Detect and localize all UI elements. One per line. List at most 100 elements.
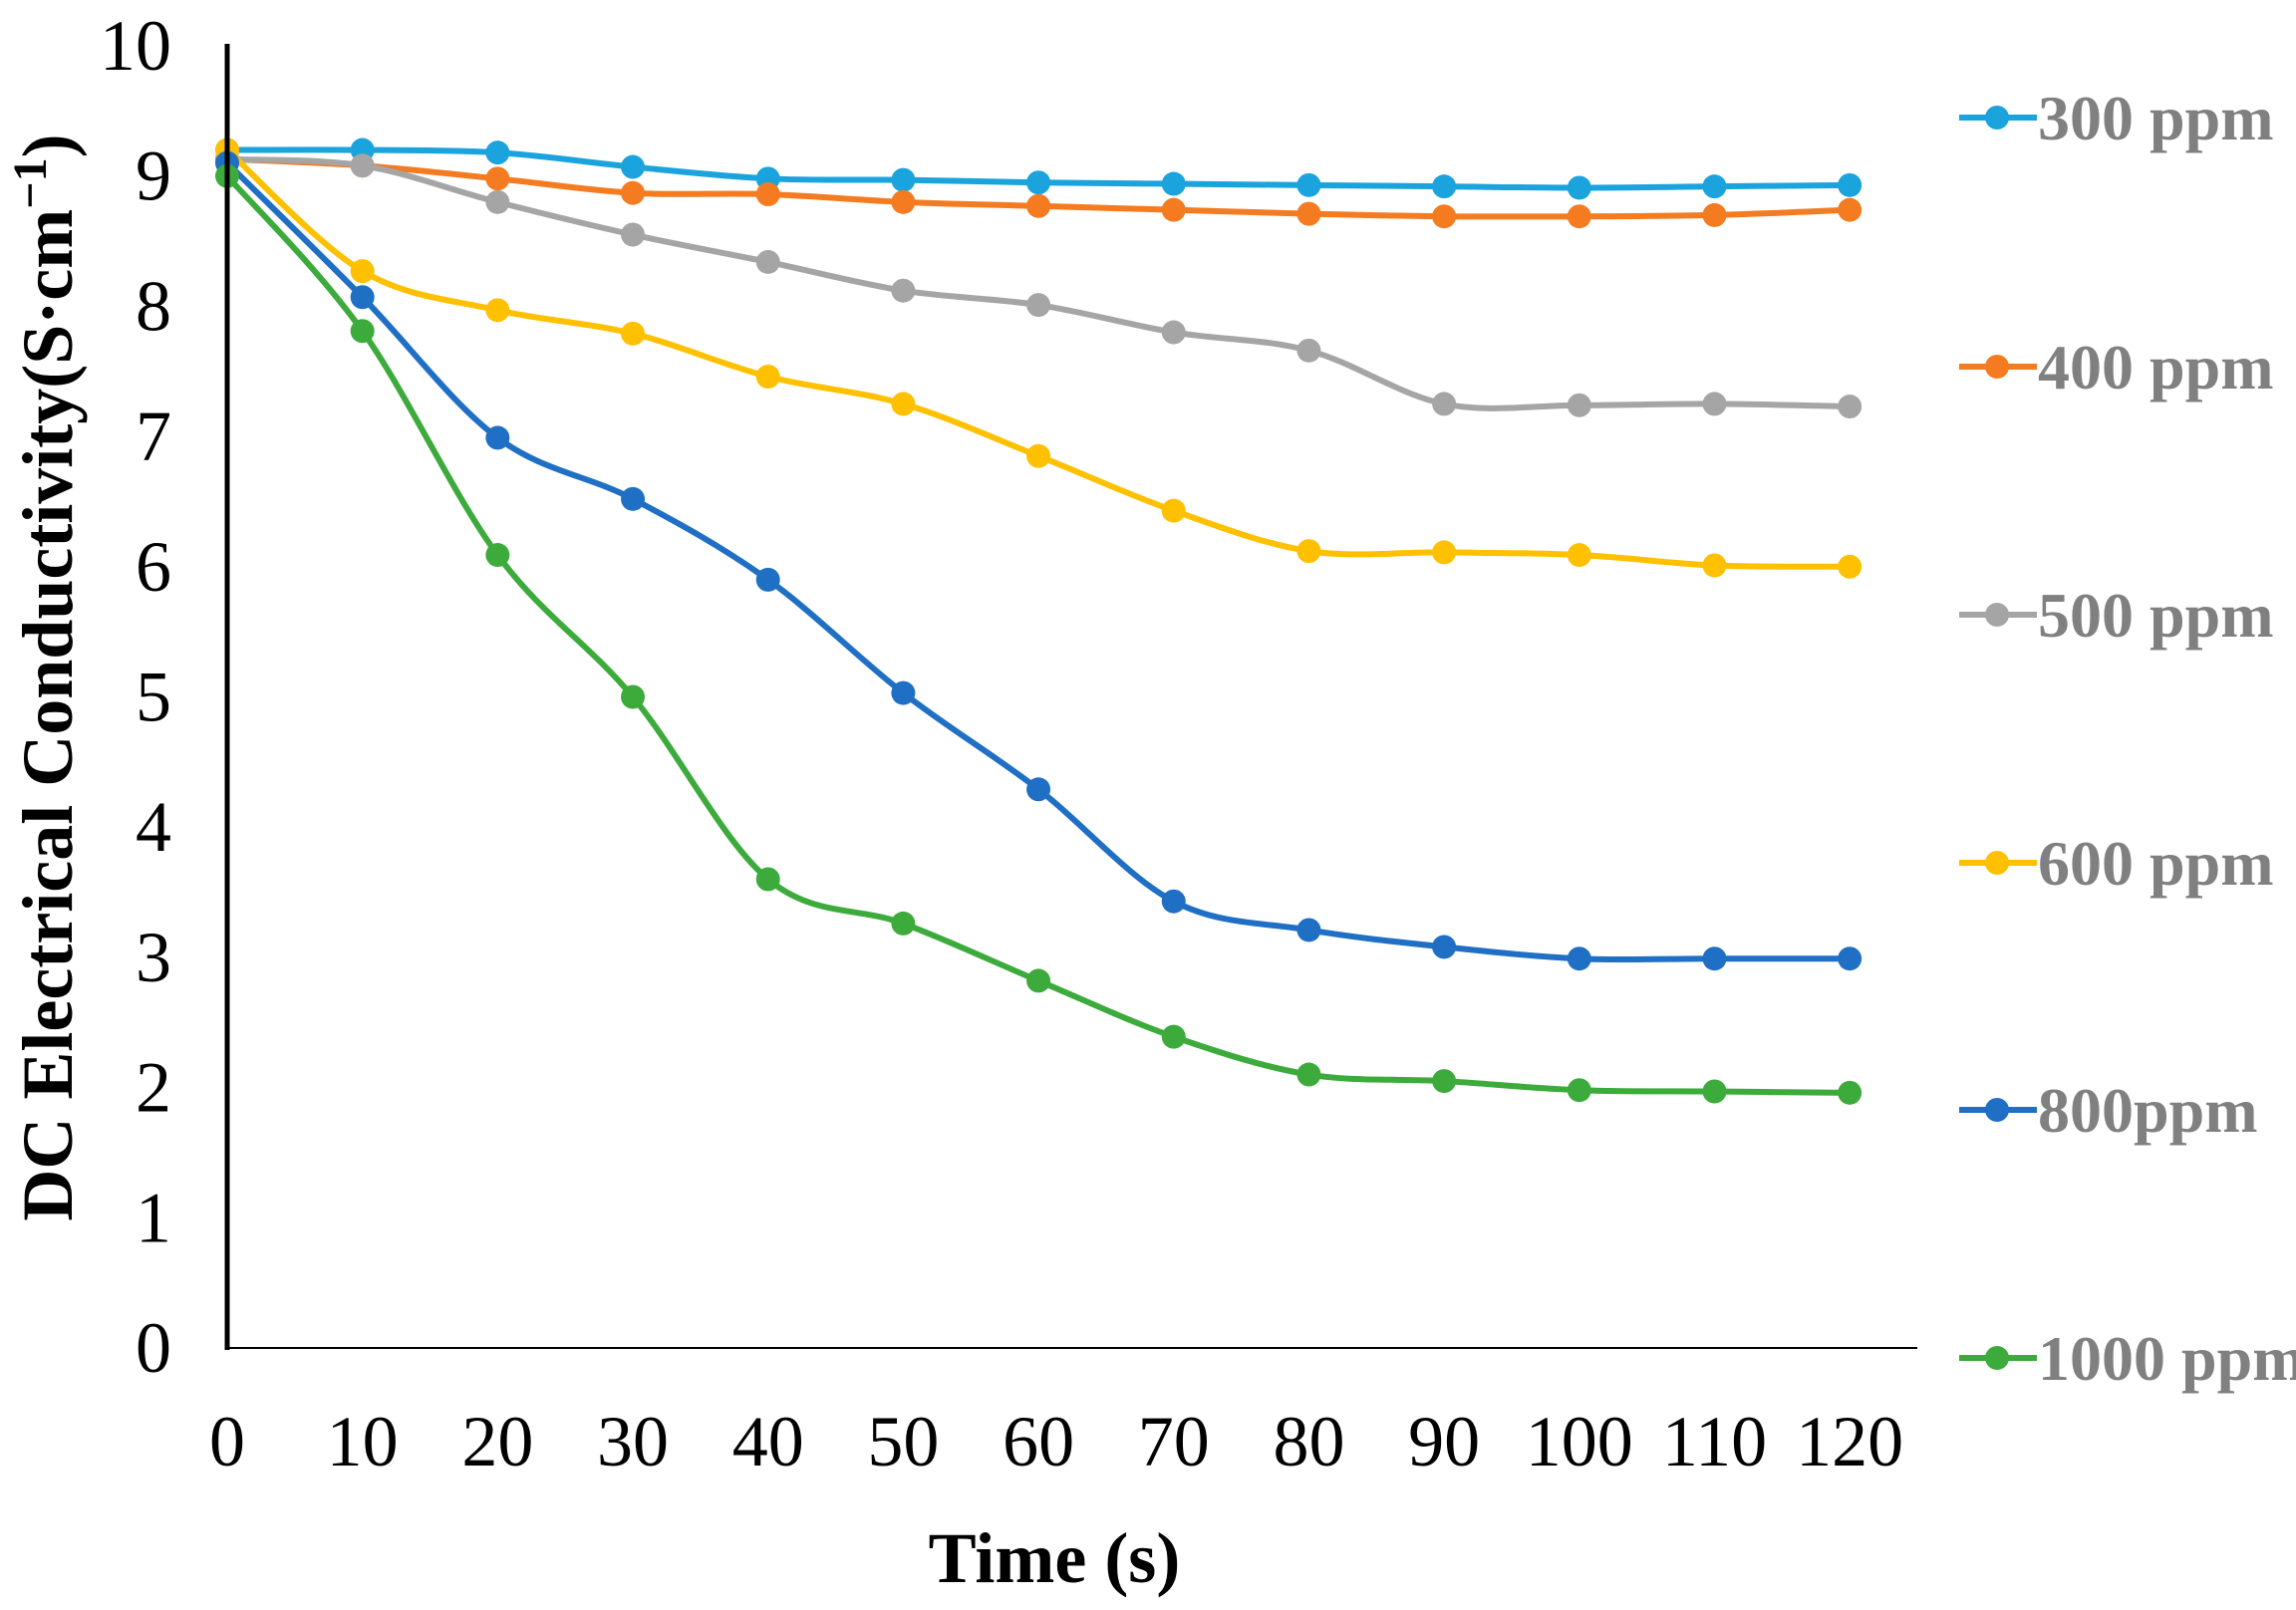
y-tick-label: 8 (136, 266, 171, 346)
x-tick-label: 20 (461, 1402, 533, 1481)
data-point (1838, 946, 1863, 971)
y-tick-label: 5 (136, 658, 171, 737)
x-tick-label: 40 (732, 1402, 804, 1481)
series-6 (215, 163, 1863, 1105)
data-point (1702, 553, 1727, 578)
y-tick-label: 9 (136, 136, 171, 216)
legend-label: 800ppm (2038, 1075, 2258, 1146)
data-point (1567, 175, 1591, 200)
data-point (485, 166, 510, 191)
legend-item: 1000 ppm (1959, 1323, 2296, 1394)
x-tick-label: 120 (1796, 1402, 1903, 1481)
y-tick-label: 6 (136, 527, 171, 607)
data-point (1838, 197, 1863, 222)
series-line (224, 173, 1851, 1096)
y-tick-label: 4 (136, 787, 171, 867)
data-point (755, 867, 780, 892)
series-layer (215, 137, 1863, 1105)
legend-dot-marker (1985, 603, 2009, 627)
data-point (1026, 193, 1051, 218)
data-point (1702, 202, 1727, 227)
data-point (1432, 935, 1457, 959)
x-tick-label: 50 (867, 1402, 939, 1481)
data-point (1567, 204, 1591, 229)
data-point (1161, 1024, 1186, 1049)
legend-item: 300 ppm (1959, 83, 2274, 153)
data-point (1567, 543, 1591, 568)
data-point (1026, 293, 1051, 318)
legend-dot-marker (1985, 1098, 2009, 1122)
data-point (1026, 968, 1051, 993)
data-point (1161, 197, 1186, 222)
x-axis-title: Time (s) (929, 1518, 1181, 1598)
data-point (1702, 174, 1727, 199)
y-tick-label: 3 (136, 918, 171, 997)
data-point (1296, 338, 1321, 363)
data-point (1432, 392, 1457, 416)
data-point (485, 140, 510, 165)
data-point (350, 153, 375, 178)
data-point (1838, 395, 1863, 419)
data-point (1702, 1079, 1727, 1104)
legend-label: 400 ppm (2038, 332, 2274, 402)
x-tick-label: 110 (1662, 1402, 1767, 1481)
series-line (224, 160, 1851, 963)
legend-label: 300 ppm (2038, 83, 2274, 153)
data-point (891, 392, 916, 416)
data-point (1567, 393, 1591, 417)
y-tick-label: 7 (136, 397, 171, 476)
data-point (1296, 539, 1321, 564)
x-tick-label: 60 (1003, 1402, 1074, 1481)
data-point (1026, 777, 1051, 802)
data-point (621, 684, 646, 709)
x-tick-label: 30 (597, 1402, 669, 1481)
data-point (1296, 1062, 1321, 1087)
x-tick-label: 90 (1408, 1402, 1480, 1481)
data-point (1296, 918, 1321, 942)
y-tick-label: 1 (136, 1178, 171, 1257)
x-tick-label: 10 (327, 1402, 399, 1481)
legend-item: 400 ppm (1959, 332, 2274, 402)
legend-item: 600 ppm (1959, 828, 2274, 899)
y-axis-title: DC Electrical Conductivity(S·cm−1) (4, 134, 88, 1220)
data-point (621, 222, 646, 247)
x-tick-label: 80 (1273, 1402, 1344, 1481)
legend-item: 800ppm (1959, 1075, 2258, 1146)
plot-area: 0 10 20 30 40 50 60 70 80 90 100 110 120 0 1 2 3 4 5 6 7 8 9 1… (100, 6, 1917, 1481)
data-point (1161, 498, 1186, 523)
x-tick-labels: 0 10 20 30 40 50 60 70 80 90 100 110 120 (209, 1402, 1903, 1481)
data-point (485, 298, 510, 323)
data-point (485, 543, 510, 568)
data-point (1026, 170, 1051, 195)
legend-dot-marker (1985, 106, 2009, 130)
data-point (755, 181, 780, 206)
data-point (891, 278, 916, 303)
y-axis-title-exponent: −1 (4, 157, 57, 208)
data-point (1838, 554, 1863, 579)
y-axis-title-close: ) (8, 134, 88, 157)
data-point (755, 567, 780, 592)
data-point (350, 319, 375, 344)
legend-dot-marker (1985, 1346, 2009, 1370)
data-point (891, 680, 916, 705)
legend-label: 1000 ppm (2038, 1323, 2296, 1394)
data-point (485, 189, 510, 214)
data-point (485, 425, 510, 450)
legend-label: 600 ppm (2038, 828, 2274, 899)
y-tick-label: 2 (136, 1048, 171, 1128)
data-point (1296, 172, 1321, 197)
data-point (1838, 172, 1863, 197)
legend-dot-marker (1985, 851, 2009, 875)
data-point (1702, 392, 1727, 416)
legend-dot-marker (1985, 355, 2009, 379)
data-point (891, 167, 916, 192)
data-point (755, 364, 780, 389)
data-point (350, 285, 375, 310)
data-point (1838, 1080, 1863, 1105)
data-point (1567, 1078, 1591, 1103)
data-point (1161, 171, 1186, 196)
data-point (1702, 946, 1727, 971)
x-tick-label: 0 (209, 1402, 245, 1481)
data-point (1161, 889, 1186, 914)
data-point (891, 189, 916, 214)
